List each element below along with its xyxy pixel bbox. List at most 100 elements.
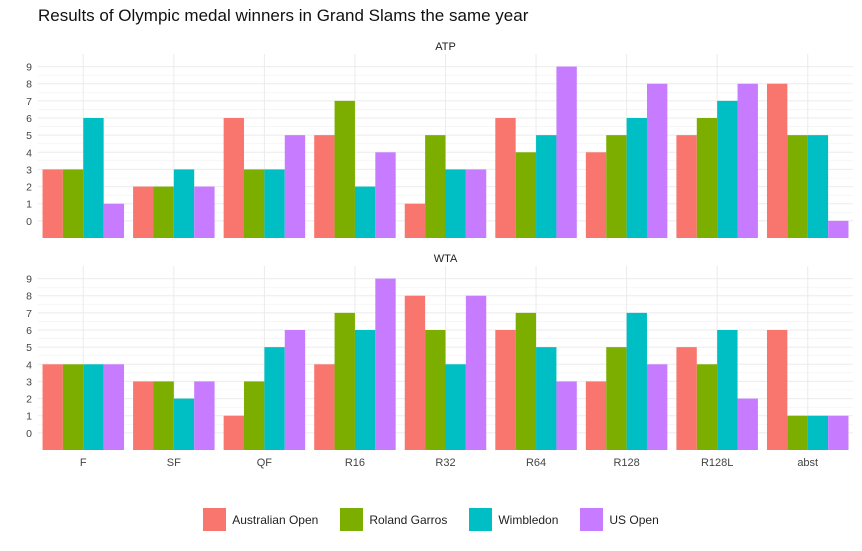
bar — [828, 415, 849, 450]
bar — [264, 347, 285, 450]
bar — [425, 135, 446, 238]
bar — [515, 312, 537, 450]
bar — [284, 135, 306, 238]
bar — [173, 169, 195, 238]
bar — [646, 364, 668, 450]
bar — [42, 169, 63, 238]
legend-item: US Open — [580, 508, 659, 531]
bar — [445, 169, 466, 238]
legend-item: Wimbledon — [469, 508, 558, 531]
bar — [244, 169, 265, 238]
chart-title: Results of Olympic medal winners in Gran… — [38, 6, 529, 25]
y-tick-label: 2 — [26, 182, 32, 194]
y-tick-label: 6 — [26, 113, 32, 125]
y-tick-label: 6 — [26, 325, 32, 337]
y-tick-label: 0 — [26, 428, 32, 440]
bar — [465, 169, 487, 238]
bar — [807, 415, 829, 450]
bar — [62, 364, 84, 450]
bar — [223, 415, 245, 450]
bar — [194, 186, 215, 238]
bar — [646, 83, 668, 238]
bar — [807, 135, 829, 238]
bar — [103, 364, 125, 450]
legend-item: Australian Open — [203, 508, 318, 531]
bar — [314, 364, 335, 450]
bar — [495, 330, 516, 450]
bar — [42, 364, 63, 450]
bar — [676, 347, 697, 450]
x-tick-label: SF — [167, 457, 181, 469]
bar — [828, 220, 849, 238]
y-tick-label: 1 — [26, 199, 32, 211]
bar — [173, 398, 195, 450]
y-tick-label: 3 — [26, 164, 32, 176]
bar — [223, 118, 245, 238]
bar — [696, 118, 718, 238]
legend-swatch — [340, 508, 364, 531]
bar — [404, 203, 426, 238]
y-tick-label: 5 — [26, 130, 32, 142]
y-tick-label: 7 — [26, 308, 32, 320]
bar — [606, 347, 627, 450]
bar — [264, 169, 285, 238]
x-tick-label: R128 — [613, 457, 639, 469]
bar — [766, 330, 788, 450]
bar — [334, 100, 355, 238]
bar — [787, 415, 808, 450]
bar — [696, 364, 718, 450]
x-tick-label: R128L — [701, 457, 733, 469]
legend-label: Australian Open — [232, 512, 319, 527]
bar — [354, 330, 376, 450]
y-tick-label: 8 — [26, 291, 32, 303]
bar — [585, 152, 607, 238]
bar — [284, 330, 306, 450]
x-tick-label: abst — [797, 457, 818, 469]
bar — [133, 381, 154, 450]
x-tick-label: QF — [257, 457, 273, 469]
bar — [536, 347, 557, 450]
y-tick-label: 0 — [26, 216, 32, 228]
bar — [133, 186, 154, 238]
bar — [717, 330, 738, 450]
bar — [556, 66, 577, 238]
bar — [314, 135, 335, 238]
bar — [404, 295, 426, 450]
bar — [334, 312, 355, 450]
x-tick-label: R16 — [345, 457, 365, 469]
bar — [153, 186, 174, 238]
legend-label: Wimbledon — [498, 512, 559, 527]
bar — [717, 100, 738, 238]
bar — [495, 118, 516, 238]
bar — [465, 295, 487, 450]
bar — [83, 118, 104, 238]
bar — [445, 364, 466, 450]
bar — [536, 135, 557, 238]
bar — [626, 312, 647, 450]
bar — [375, 152, 396, 238]
y-tick-label: 1 — [26, 411, 32, 423]
bar — [515, 152, 537, 238]
legend-label: US Open — [609, 512, 659, 527]
bar — [244, 381, 265, 450]
facet-strip-label: ATP — [435, 41, 456, 53]
bar — [354, 186, 376, 238]
y-tick-label: 8 — [26, 79, 32, 91]
x-tick-label: R32 — [435, 457, 455, 469]
y-tick-label: 4 — [26, 147, 32, 159]
bar — [626, 118, 647, 238]
bar — [606, 135, 627, 238]
y-tick-label: 2 — [26, 394, 32, 406]
y-tick-label: 3 — [26, 376, 32, 388]
y-tick-label: 9 — [26, 62, 32, 74]
bar — [737, 398, 758, 450]
bar — [375, 278, 396, 450]
legend-swatch — [469, 508, 493, 531]
y-tick-label: 5 — [26, 342, 32, 354]
y-tick-label: 9 — [26, 274, 32, 286]
bar — [62, 169, 84, 238]
y-tick-label: 7 — [26, 96, 32, 108]
bar — [556, 381, 577, 450]
